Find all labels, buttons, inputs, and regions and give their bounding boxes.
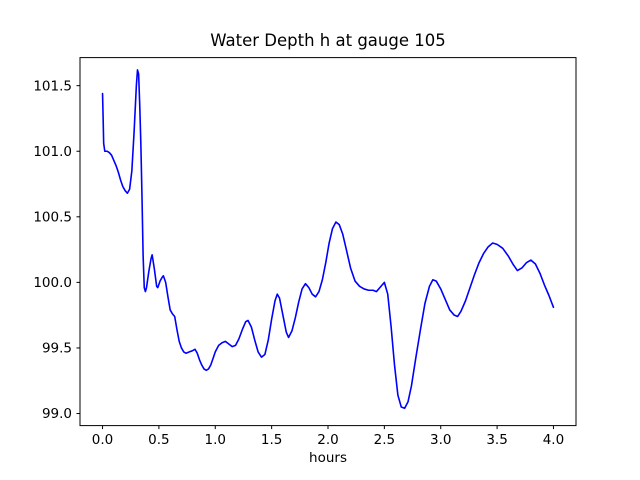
x-tick-label: 0.0 [92, 432, 113, 448]
x-tick-label: 2.5 [374, 432, 395, 448]
y-tick-label: 100.0 [33, 275, 72, 291]
x-tick-label: 3.5 [486, 432, 507, 448]
x-axis-label: hours [309, 450, 347, 466]
chart-title: Water Depth h at gauge 105 [210, 31, 446, 50]
y-tick-label: 99.0 [42, 406, 72, 422]
y-tick-label: 99.5 [42, 341, 72, 357]
x-tick-label: 0.5 [148, 432, 169, 448]
x-tick-label: 3.0 [430, 432, 451, 448]
x-tick-label: 1.0 [205, 432, 226, 448]
x-tick-label: 1.5 [261, 432, 282, 448]
x-tick-label: 4.0 [543, 432, 564, 448]
data-line [101, 69, 555, 410]
y-tick-label: 101.5 [33, 78, 72, 94]
y-tick-label: 100.5 [33, 210, 72, 226]
y-tick-label: 101.0 [33, 144, 72, 160]
x-tick-label: 2.0 [317, 432, 338, 448]
axes-spines [79, 57, 577, 427]
